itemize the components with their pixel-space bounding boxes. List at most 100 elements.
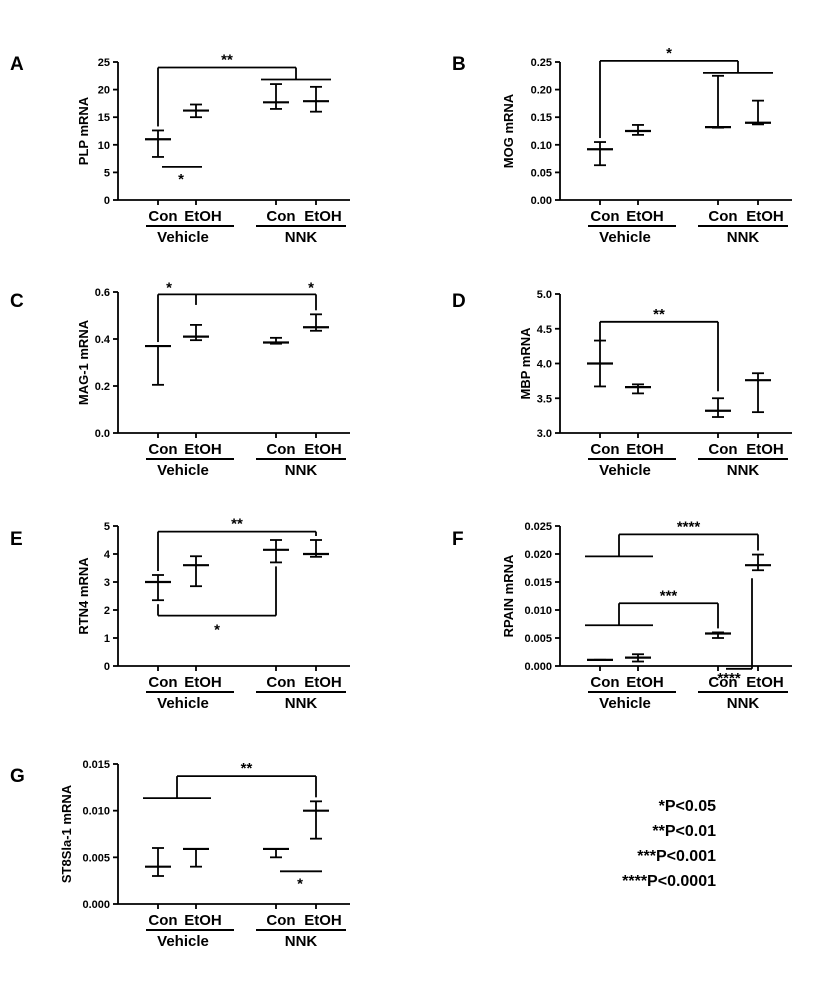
y-tick-label: 0.000: [524, 661, 552, 673]
y-tick-label: 5: [104, 521, 110, 533]
y-tick-label: 3.0: [537, 428, 552, 440]
group-label: EtOH: [626, 208, 664, 225]
y-tick-label: 0.00: [531, 195, 552, 207]
significance-label: *: [297, 875, 303, 892]
significance-label: ****: [717, 670, 741, 687]
y-tick-label: 0.010: [524, 605, 552, 617]
significance-label: ***: [660, 587, 678, 604]
y-axis-label: PLP mRNA: [76, 96, 91, 165]
y-tick-label: 0.005: [524, 633, 552, 645]
y-tick-label: 3: [104, 577, 110, 589]
group-label: EtOH: [184, 674, 222, 691]
panel-letter: B: [452, 54, 466, 75]
y-tick-label: 0.015: [524, 577, 552, 589]
treatment-label: Vehicle: [599, 695, 651, 712]
group-label: Con: [148, 674, 177, 691]
group-label: Con: [590, 208, 619, 225]
y-axis-label: ST8Sla-1 mRNA: [59, 784, 74, 883]
group-label: EtOH: [626, 441, 664, 458]
y-tick-label: 10: [98, 140, 110, 152]
group-label: EtOH: [304, 912, 342, 929]
group-label: EtOH: [746, 674, 784, 691]
group-label: Con: [148, 912, 177, 929]
group-label: Con: [708, 441, 737, 458]
panel-a: A 0 5 10 15 20 25 PLP mRNA Con EtOH Con EtOH Vehicle…: [10, 52, 350, 246]
panel-g: G 0.000 0.005 0.010 0.015 ST8Sla-1 mRNA Con EtO…: [10, 759, 350, 950]
y-axis-label: MBP mRNA: [518, 327, 533, 400]
y-tick-label: 0.2: [95, 381, 110, 393]
panel-letter: E: [10, 529, 23, 550]
group-label: Con: [266, 441, 295, 458]
y-tick-label: 0.000: [82, 899, 110, 911]
treatment-label: Vehicle: [157, 695, 209, 712]
y-tick-label: 15: [98, 112, 110, 124]
significance-label: *: [308, 279, 314, 296]
group-label: Con: [708, 208, 737, 225]
group-label: Con: [266, 912, 295, 929]
significance-label: *: [178, 171, 184, 188]
panel-letter: D: [452, 291, 466, 312]
y-tick-label: 0.010: [82, 806, 110, 818]
y-axis-label: RPAIN mRNA: [501, 554, 516, 637]
treatment-label: NNK: [727, 695, 760, 712]
group-label: EtOH: [746, 441, 784, 458]
group-label: Con: [148, 441, 177, 458]
group-label: EtOH: [304, 208, 342, 225]
group-label: Con: [266, 208, 295, 225]
y-tick-label: 0.4: [95, 334, 111, 346]
y-tick-label: 0.05: [531, 167, 552, 179]
y-tick-label: 3.5: [537, 393, 552, 405]
p-value-key-line: *P<0.05: [659, 798, 716, 815]
significance-label: *: [666, 45, 672, 62]
group-label: EtOH: [626, 674, 664, 691]
group-label: Con: [590, 674, 619, 691]
treatment-label: Vehicle: [157, 933, 209, 950]
y-tick-label: 5.0: [537, 289, 552, 301]
y-tick-label: 0.6: [95, 287, 110, 299]
treatment-label: Vehicle: [157, 462, 209, 479]
group-label: Con: [590, 441, 619, 458]
treatment-label: Vehicle: [599, 229, 651, 246]
y-tick-label: 4.5: [537, 324, 552, 336]
panel-b: B 0.00 0.05 0.10 0.15 0.20 0.25 MOG mRNA Con EtOH…: [452, 45, 792, 246]
y-tick-label: 0.0: [95, 428, 110, 440]
y-tick-label: 0: [104, 661, 110, 673]
panel-f: F 0.000 0.005 0.010 0.015 0.020 0.025 RPAIN mRN…: [452, 518, 792, 712]
panel-letter: C: [10, 291, 24, 312]
treatment-label: NNK: [285, 462, 318, 479]
significance-label: *: [166, 279, 172, 296]
panel-e: E 0 1 2 3 4 5 RTN4 mRNA Con EtOH Con EtOH Vehicle NNK…: [10, 516, 350, 712]
y-axis-label: RTN4 mRNA: [76, 557, 91, 635]
panel-letter: F: [452, 529, 464, 550]
y-tick-label: 0: [104, 195, 110, 207]
group-label: EtOH: [304, 674, 342, 691]
panel-letter: G: [10, 766, 25, 787]
group-label: Con: [148, 208, 177, 225]
panel-letter: A: [10, 54, 24, 75]
y-tick-label: 5: [104, 167, 110, 179]
y-tick-label: 0.15: [531, 112, 552, 124]
panel-d: D 3.0 3.5 4.0 4.5 5.0 MBP mRNA Con EtOH Con EtOH Ve…: [452, 289, 792, 479]
y-tick-label: 1: [104, 633, 110, 645]
y-axis-label: MAG-1 mRNA: [76, 319, 91, 405]
y-tick-label: 0.020: [524, 549, 552, 561]
y-tick-label: 25: [98, 57, 110, 69]
p-value-key-line: **P<0.01: [652, 823, 716, 840]
y-tick-label: 0.10: [531, 140, 552, 152]
treatment-label: Vehicle: [599, 462, 651, 479]
treatment-label: NNK: [727, 229, 760, 246]
treatment-label: Vehicle: [157, 229, 209, 246]
p-value-key-line: ****P<0.0001: [622, 873, 716, 890]
y-tick-label: 0.005: [82, 852, 110, 864]
treatment-label: NNK: [285, 229, 318, 246]
group-label: Con: [708, 674, 737, 691]
y-tick-label: 0.025: [524, 521, 552, 533]
y-tick-label: 2: [104, 605, 110, 617]
group-label: EtOH: [184, 912, 222, 929]
panel-c: C 0.0 0.2 0.4 0.6 MAG-1 mRNA Con EtOH Con EtOH Veh…: [10, 279, 350, 479]
group-label: Con: [266, 674, 295, 691]
y-tick-label: 0.015: [82, 759, 110, 771]
group-label: EtOH: [746, 208, 784, 225]
treatment-label: NNK: [285, 933, 318, 950]
treatment-label: NNK: [285, 695, 318, 712]
